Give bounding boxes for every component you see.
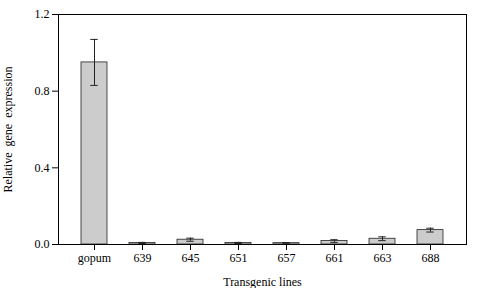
svg-text:0.0: 0.0 [35, 237, 50, 251]
svg-text:663: 663 [374, 251, 392, 265]
svg-text:645: 645 [182, 251, 200, 265]
svg-text:639: 639 [134, 251, 152, 265]
svg-text:657: 657 [278, 251, 296, 265]
svg-text:1.2: 1.2 [35, 7, 50, 21]
svg-text:651: 651 [230, 251, 248, 265]
svg-text:gopum: gopum [78, 251, 112, 265]
svg-text:Transgenic lines: Transgenic lines [223, 275, 302, 288]
svg-text:Relative gene expression: Relative gene expression [1, 67, 15, 193]
svg-text:661: 661 [326, 251, 344, 265]
svg-text:688: 688 [422, 251, 440, 265]
svg-text:0.8: 0.8 [35, 84, 50, 98]
svg-text:0.4: 0.4 [35, 161, 50, 175]
